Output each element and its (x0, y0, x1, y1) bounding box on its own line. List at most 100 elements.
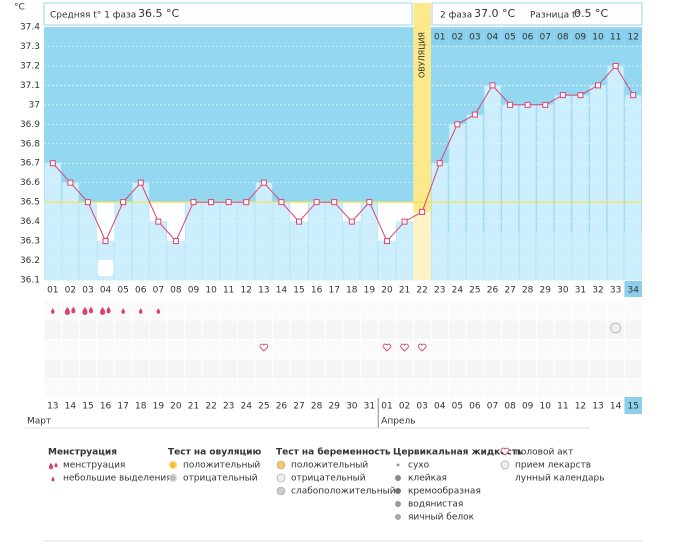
temp-point (243, 199, 250, 206)
symbol-cell (290, 359, 308, 378)
temp-point (524, 101, 531, 108)
symbol-cell (273, 301, 290, 320)
date-label: 04 (434, 402, 446, 412)
symbol-cell (79, 301, 97, 320)
symbol-cell (572, 320, 589, 339)
phase2-day-cell (589, 29, 607, 45)
symbol-cell (396, 301, 413, 320)
symbol-cell (150, 320, 167, 339)
symbol-cell (185, 320, 202, 339)
symbol-cell (150, 340, 167, 359)
date-label: 06 (469, 402, 481, 412)
legend-item: небольшие выделения (63, 474, 172, 484)
symbol-cell (484, 379, 501, 398)
symbol-cell (237, 301, 255, 320)
symbol-cell (554, 320, 572, 339)
symbol-cell (290, 320, 308, 339)
temp-point (436, 160, 443, 167)
temp-point (401, 218, 408, 225)
symbol-cell (114, 379, 132, 398)
symbol-cell (361, 379, 378, 398)
drop-icon (88, 306, 94, 314)
legend-item: водянистая (408, 500, 463, 510)
temp-point (49, 160, 56, 167)
symbol-cell (519, 301, 536, 320)
symbol-cell (378, 379, 396, 398)
temp-column (501, 104, 519, 281)
temp-point (348, 218, 355, 225)
symbol-cell (501, 359, 519, 378)
date-label: 27 (293, 402, 304, 412)
ovulation-column (413, 3, 431, 280)
phase2-day: 05 (504, 33, 515, 43)
symbol-cell (308, 320, 325, 339)
symbol-cell (396, 320, 413, 339)
temp-point (155, 218, 162, 225)
x-tick-label: 07 (153, 286, 164, 296)
legend-item: прием лекарств (515, 461, 591, 471)
symbol-cell (237, 320, 255, 339)
phase2-day-cell (501, 29, 519, 45)
date-label: 17 (117, 402, 128, 412)
date-label: 13 (47, 402, 58, 412)
x-tick-label: 01 (47, 286, 58, 296)
temp-column (149, 221, 167, 281)
symbol-cell (255, 379, 273, 398)
symbol-cell (466, 359, 484, 378)
temp-point (190, 199, 197, 206)
symbol-cell (308, 359, 325, 378)
symbol-cell (132, 379, 150, 398)
heart-icon (259, 343, 269, 352)
symbol-cell (343, 301, 361, 320)
symbol-cell (413, 359, 431, 378)
month-label: Март (27, 417, 51, 427)
symbol-cell (519, 359, 536, 378)
temp-column (536, 104, 554, 281)
symbol-cell (589, 340, 607, 359)
y-tick-label: 37.4 (20, 23, 40, 33)
symbol-cell (237, 379, 255, 398)
x-tick-label: 02 (65, 286, 76, 296)
symbol-cell (202, 379, 220, 398)
symbol-cell (308, 340, 325, 359)
ovulation-label: ОВУЛЯЦИЯ (418, 32, 427, 78)
symbol-cell (237, 340, 255, 359)
x-tick-label: 32 (592, 286, 603, 296)
date-label: 15 (627, 402, 638, 412)
temp-point (67, 179, 74, 186)
y-tick-label: 36.7 (20, 159, 40, 169)
symbol-cell (554, 359, 572, 378)
symbol-cell (572, 359, 589, 378)
symbol-cell (378, 320, 396, 339)
phase2-day-cell (466, 29, 484, 45)
legend-icon (396, 463, 400, 467)
symbol-cell (519, 320, 536, 339)
symbol-cell (396, 379, 413, 398)
temp-point (471, 111, 478, 118)
symbol-cell (589, 379, 607, 398)
temp-point (630, 92, 637, 99)
symbol-cell (202, 359, 220, 378)
temp-point (559, 92, 566, 99)
phase1-box (43, 2, 413, 26)
temp-point (595, 82, 602, 89)
symbol-cell (572, 340, 589, 359)
temp-point (260, 179, 267, 186)
symbol-cell (308, 379, 325, 398)
symbol-cell (589, 359, 607, 378)
y-tick-label: 36.9 (20, 120, 40, 130)
x-tick-label: 12 (241, 286, 252, 296)
symbol-cell (554, 301, 572, 320)
x-tick-label: 10 (205, 286, 217, 296)
ovulation-column-low (413, 211, 431, 280)
phase2-day: 01 (434, 33, 445, 43)
symbol-cell (273, 340, 290, 359)
heart-icon (417, 343, 427, 352)
heart-icon (382, 343, 392, 352)
y-tick-label: 36.6 (20, 178, 40, 188)
date-label: 24 (241, 402, 253, 412)
temp-point (84, 199, 91, 206)
symbol-cell (554, 340, 572, 359)
phase2-bg (430, 27, 642, 233)
symbol-cell (396, 359, 413, 378)
